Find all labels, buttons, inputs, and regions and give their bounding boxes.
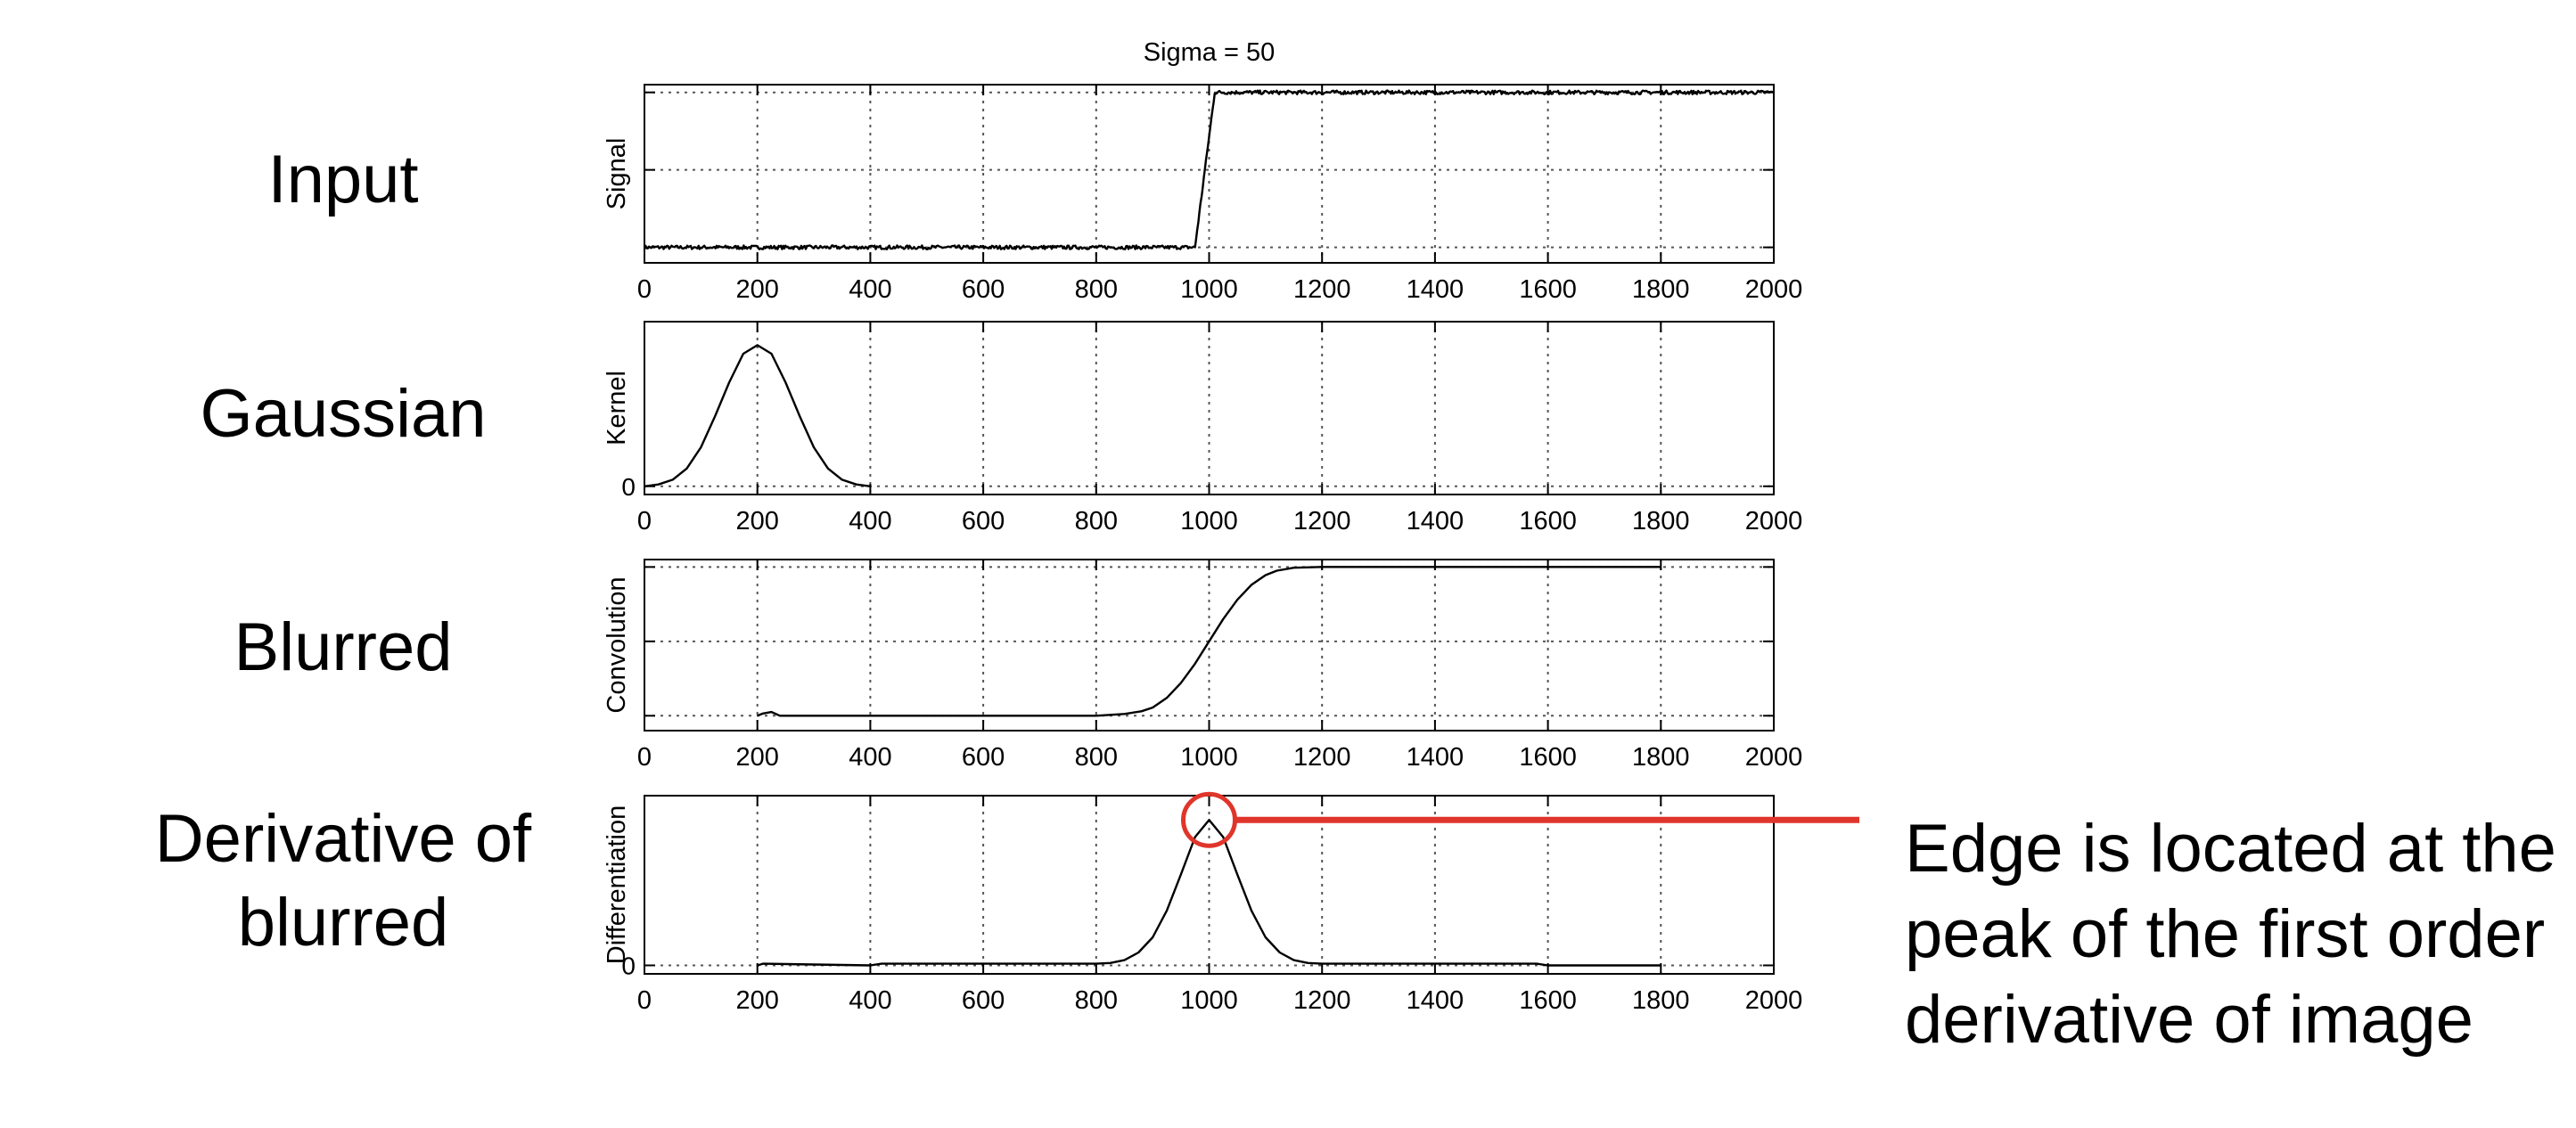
x-tick-label: 1600	[1519, 743, 1577, 772]
x-tick-label: 800	[1075, 507, 1118, 535]
x-tick-label: 1400	[1407, 743, 1464, 772]
chart-title: Sigma = 50	[1144, 38, 1276, 67]
x-tick-label: 400	[849, 986, 891, 1015]
series-line	[757, 819, 1661, 967]
edge-annotation: Edge is located at the peak of the first…	[1905, 806, 2573, 1063]
y-tick-label: 0	[621, 473, 636, 501]
x-tick-label: 2000	[1745, 275, 1803, 304]
x-tick-label: 0	[637, 986, 652, 1015]
y-axis-label: Signal	[603, 138, 631, 210]
y-axis-label: Differentiation	[603, 805, 631, 964]
x-tick-label: 1800	[1632, 743, 1690, 772]
x-tick-label: 1400	[1407, 507, 1464, 535]
x-tick-label: 600	[962, 986, 1005, 1015]
x-tick-label: 1600	[1519, 986, 1577, 1015]
x-tick-label: 2000	[1745, 986, 1803, 1015]
x-tick-label: 1000	[1180, 507, 1238, 535]
annotation-line: peak of the first order	[1905, 896, 2546, 972]
x-tick-label: 600	[962, 275, 1005, 304]
x-tick-label: 1000	[1180, 743, 1238, 772]
x-tick-label: 1200	[1293, 507, 1351, 535]
x-tick-label: 1600	[1519, 275, 1577, 304]
x-tick-label: 400	[849, 275, 891, 304]
x-tick-label: 1200	[1293, 743, 1351, 772]
x-tick-label: 1600	[1519, 507, 1577, 535]
y-axis-label: Convolution	[603, 576, 631, 713]
x-tick-label: 600	[962, 743, 1005, 772]
x-tick-label: 800	[1075, 743, 1118, 772]
series-line	[644, 344, 871, 487]
x-tick-label: 0	[637, 743, 652, 772]
series-line	[757, 566, 1661, 717]
x-tick-label: 200	[736, 986, 779, 1015]
x-tick-label: 1000	[1180, 275, 1238, 304]
series-line	[643, 89, 1775, 250]
annotation-line: Edge is located at the	[1905, 811, 2556, 887]
row-label-derivative: Derivative of blurred	[154, 801, 532, 960]
row-label-input: Input	[267, 142, 419, 217]
x-tick-label: 800	[1075, 986, 1118, 1015]
y-tick-label: 0	[621, 952, 636, 979]
x-tick-label: 200	[736, 743, 779, 772]
x-tick-label: 400	[849, 507, 891, 535]
x-tick-label: 200	[736, 275, 779, 304]
x-tick-label: 1800	[1632, 507, 1690, 535]
x-tick-label: 2000	[1745, 507, 1803, 535]
x-tick-label: 600	[962, 507, 1005, 535]
x-tick-label: 1400	[1407, 986, 1464, 1015]
x-tick-label: 1200	[1293, 986, 1351, 1015]
x-tick-label: 800	[1075, 275, 1118, 304]
plot-frame	[644, 321, 1775, 495]
row-label-blurred: Blurred	[234, 609, 453, 685]
x-tick-label: 400	[849, 743, 891, 772]
plot-frame	[644, 559, 1775, 732]
row-label-gaussian: Gaussian	[200, 376, 487, 452]
x-tick-label: 1800	[1632, 986, 1690, 1015]
x-tick-label: 1800	[1632, 275, 1690, 304]
x-tick-label: 1400	[1407, 275, 1464, 304]
x-tick-label: 1000	[1180, 986, 1238, 1015]
x-tick-label: 200	[736, 507, 779, 535]
x-tick-label: 0	[637, 507, 652, 535]
x-tick-label: 0	[637, 275, 652, 304]
x-tick-label: 1200	[1293, 275, 1351, 304]
y-axis-label: Kernel	[603, 371, 631, 445]
annotation-line: derivative of image	[1905, 982, 2473, 1058]
plot-frame	[644, 84, 1775, 264]
x-tick-label: 2000	[1745, 743, 1803, 772]
